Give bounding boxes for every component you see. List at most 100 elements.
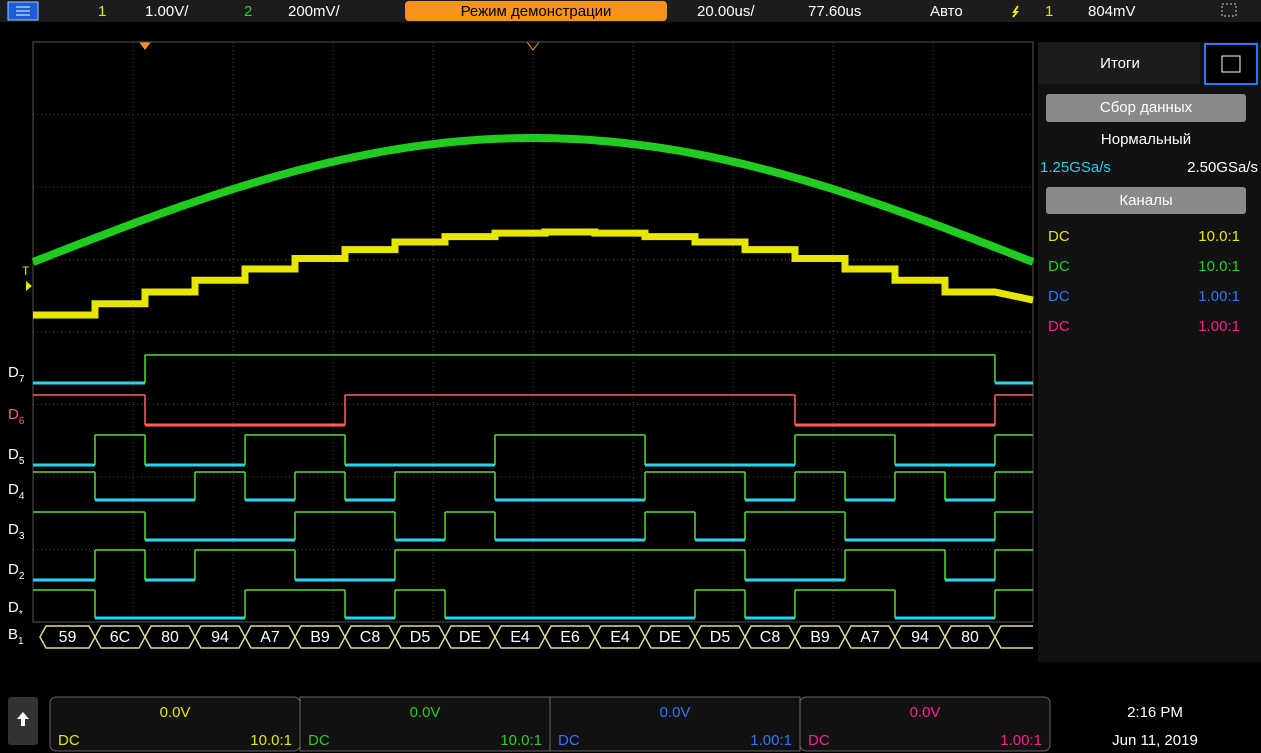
- bus-value: B9: [810, 629, 830, 646]
- bus-value: C8: [360, 629, 381, 646]
- digital-label: D5: [8, 446, 25, 467]
- channel-box: [549, 696, 801, 752]
- graticule-border: [32, 41, 1034, 623]
- bus-segment: [994, 625, 1033, 649]
- mode-badge: [405, 1, 667, 21]
- ch2-waveform: [31, 134, 1035, 266]
- digital-index: 2: [19, 571, 25, 582]
- bus-value: A7: [860, 629, 880, 646]
- digital-index: 4: [19, 491, 25, 502]
- bus-value: E4: [610, 629, 630, 646]
- digital-letter: D: [8, 561, 19, 578]
- ch1-waveform: [33, 228, 1034, 319]
- trigger-mode[interactable]: Авто: [930, 3, 963, 20]
- digital-label: D6: [8, 406, 25, 427]
- channel-probe: 10.0:1: [1198, 228, 1240, 245]
- ch1-marker: [26, 281, 32, 291]
- side-panel: [1038, 42, 1261, 662]
- channel-coupling: DC: [808, 732, 830, 749]
- digital-letter: D: [8, 599, 19, 616]
- panel-menu-icon: [1221, 55, 1241, 73]
- trigger-position-marker: [139, 42, 151, 50]
- channel-coupling: DC: [1048, 228, 1070, 245]
- bus-label: B1: [8, 626, 24, 647]
- mode-text: Режим демонстрации: [461, 3, 612, 20]
- channel-coupling: DC: [1048, 318, 1070, 335]
- bus-value: 6C: [110, 629, 130, 646]
- bus-value: A7: [260, 629, 280, 646]
- bus-value: 59: [59, 629, 77, 646]
- digital-label: D4: [8, 481, 25, 502]
- digital-letter: D: [8, 446, 19, 463]
- bus-value: DE: [459, 629, 481, 646]
- ch1-scale[interactable]: 1.00V/: [145, 3, 189, 20]
- channel-probe: 1.00:1: [750, 732, 792, 749]
- digital-label: D3: [8, 521, 25, 542]
- digital-letter: D: [8, 481, 19, 498]
- delay[interactable]: 77.60us: [808, 3, 861, 20]
- digital-label: D2: [8, 561, 25, 582]
- digital-label: D7: [8, 364, 25, 385]
- digital-label: D*: [8, 599, 23, 620]
- trigger-level[interactable]: 804mV: [1088, 3, 1136, 20]
- bus-value: E4: [510, 629, 530, 646]
- digital-letter: D: [8, 364, 19, 381]
- digital-letter: D: [8, 521, 19, 538]
- channel-box: [299, 696, 551, 752]
- digital-index: 3: [19, 531, 25, 542]
- clock-time: 2:16 PM: [1127, 704, 1183, 721]
- trigger-marker: T: [22, 264, 30, 278]
- time-scale[interactable]: 20.00us/: [697, 3, 755, 20]
- bus-value: 94: [911, 629, 929, 646]
- bus-value: E6: [560, 629, 580, 646]
- digital-index: 7: [19, 374, 25, 385]
- panel-menu-button[interactable]: [1204, 43, 1258, 85]
- channel-offset: 0.0V: [660, 704, 691, 721]
- channel-coupling: DC: [1048, 258, 1070, 275]
- channel-probe: 1.00:1: [1198, 288, 1240, 305]
- channel-offset: 0.0V: [910, 704, 941, 721]
- channel-probe: 1.00:1: [1000, 732, 1042, 749]
- bus-value: D5: [710, 629, 731, 646]
- digital-index: 6: [19, 416, 25, 427]
- digital-index: *: [19, 609, 23, 620]
- channel-probe: 10.0:1: [1198, 258, 1240, 275]
- acquisition-mode: Нормальный: [1101, 131, 1191, 148]
- bus-value: 80: [961, 629, 979, 646]
- channel-probe: 1.00:1: [1198, 318, 1240, 335]
- trigger-edge-icon: [1012, 5, 1020, 18]
- bus-value: B9: [310, 629, 330, 646]
- clock-date: Jun 11, 2019: [1112, 732, 1198, 749]
- side-title: Итоги: [1100, 55, 1140, 72]
- side-tab[interactable]: [1038, 42, 1200, 84]
- channel-box: [799, 696, 1051, 752]
- channel-coupling: DC: [1048, 288, 1070, 305]
- bus-index: 1: [18, 636, 24, 647]
- digital-index: 5: [19, 456, 25, 467]
- expand-icon: [17, 712, 29, 726]
- channel-coupling: DC: [558, 732, 580, 749]
- bus-value: 94: [211, 629, 229, 646]
- bus-letter: B: [8, 626, 18, 643]
- channel-probe: 10.0:1: [250, 732, 292, 749]
- zoom-icon[interactable]: [1221, 3, 1237, 17]
- bus-value: D5: [410, 629, 431, 646]
- ch2-number: 2: [244, 3, 252, 20]
- ch1-number: 1: [98, 3, 106, 20]
- menu-icon: [16, 6, 30, 16]
- channels-label: Каналы: [1119, 192, 1172, 209]
- sample-rate-2: 2.50GSa/s: [1187, 159, 1258, 176]
- channel-coupling: DC: [58, 732, 80, 749]
- channel-coupling: DC: [308, 732, 330, 749]
- ch2-scale[interactable]: 200mV/: [288, 3, 341, 20]
- digital-letter: D: [8, 406, 19, 423]
- acquisition-button[interactable]: [1046, 94, 1246, 122]
- channel-offset: 0.0V: [160, 704, 191, 721]
- trigger-channel: 1: [1045, 3, 1053, 20]
- channel-probe: 10.0:1: [500, 732, 542, 749]
- channels-button[interactable]: [1046, 187, 1246, 214]
- channel-offset: 0.0V: [410, 704, 441, 721]
- bus-value: DE: [659, 629, 681, 646]
- bus-value: C8: [760, 629, 781, 646]
